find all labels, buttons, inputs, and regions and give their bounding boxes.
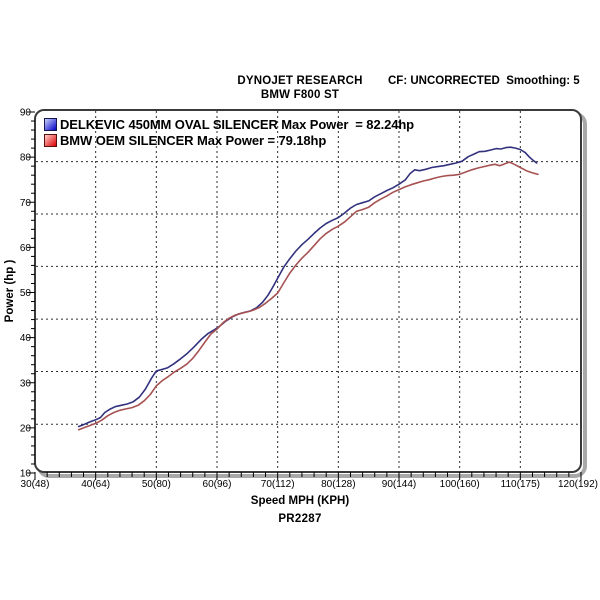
- x-tick-label: 90(144): [382, 479, 416, 490]
- oem-power-curve: [77, 161, 539, 431]
- correction-info: CF: UNCORRECTED Smoothing: 5: [388, 75, 580, 87]
- delkevic-series-label: DELKEVIC 450MM OVAL SILENCER Max Power =…: [60, 116, 415, 132]
- vehicle-name: BMW F800 ST: [260, 89, 340, 101]
- legend-row-delkevic: DELKEVIC 450MM OVAL SILENCER Max Power =…: [44, 116, 414, 132]
- chart-legend: DELKEVIC 450MM OVAL SILENCER Max Power =…: [44, 116, 414, 148]
- delkevic-power-curve: [77, 146, 538, 428]
- y-tick-label: 60: [20, 243, 32, 254]
- x-tick-label: 120(192): [558, 479, 598, 490]
- y-tick-label: 40: [20, 333, 32, 344]
- x-tick-label: 50(80): [142, 479, 171, 490]
- gridlines: [36, 111, 580, 471]
- y-tick-label: 30: [20, 378, 32, 389]
- header-center: DYNOJET RESEARCH BMW F800 ST: [150, 74, 450, 102]
- y-tick-label: 90: [20, 108, 32, 119]
- x-tick-label: 110(175): [501, 479, 540, 490]
- y-tick-label: 20: [20, 423, 32, 434]
- delkevic-series-swatch: [44, 117, 57, 131]
- x-tick-label: 70(112): [261, 479, 295, 490]
- y-tick-label: 70: [20, 198, 32, 209]
- x-tick-label: 40(64): [81, 479, 110, 490]
- x-tick-label: 80(128): [321, 479, 355, 490]
- plot-frame: [34, 109, 582, 473]
- legend-row-oem: BMW OEM SILENCER Max Power = 79.18hp: [44, 132, 414, 148]
- run-id: PR2287: [278, 513, 322, 525]
- oem-series-swatch: [44, 133, 57, 147]
- tick-labels: 30(48) 40(64) 50(80) 60(96) 70(112) 80(128) 90…: [20, 108, 598, 491]
- x-tick-label: 60(96): [203, 479, 232, 490]
- y-tick-label: 50: [20, 288, 32, 299]
- oem-series-label: BMW OEM SILENCER Max Power = 79.18hp: [60, 132, 327, 148]
- x-tick-label: 30(48): [21, 479, 50, 490]
- axis-ticks: [27, 111, 582, 480]
- y-tick-label: 10: [20, 469, 32, 480]
- x-axis-title: Speed MPH (KPH): [250, 495, 350, 507]
- report-title: DYNOJET RESEARCH: [237, 75, 363, 87]
- y-tick-label: 80: [20, 153, 32, 164]
- x-tick-label: 100(160): [440, 479, 480, 490]
